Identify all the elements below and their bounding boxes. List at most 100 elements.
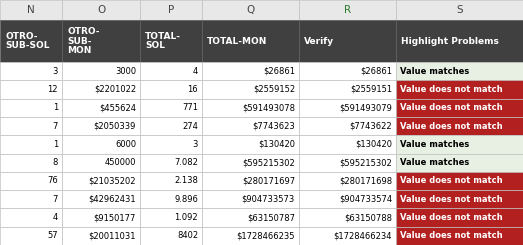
Bar (62, 135, 140, 154)
Text: 771: 771 (182, 103, 198, 112)
Bar (140, 20, 202, 62)
Text: $9150177: $9150177 (94, 213, 136, 222)
Bar (396, 0, 523, 20)
Text: $7743623: $7743623 (252, 122, 295, 131)
Bar (202, 172, 299, 190)
Text: $591493078: $591493078 (242, 103, 295, 112)
Text: 9.896: 9.896 (174, 195, 198, 204)
Bar (202, 227, 299, 245)
Bar (62, 190, 140, 208)
Text: $130420: $130420 (258, 140, 295, 149)
Text: R: R (344, 5, 351, 15)
Bar (396, 98, 523, 117)
Bar (299, 117, 396, 135)
Text: 7.082: 7.082 (174, 158, 198, 167)
Text: OTRO-
SUB-
MON: OTRO- SUB- MON (67, 27, 99, 55)
Bar (299, 190, 396, 208)
Bar (299, 154, 396, 172)
Bar (299, 172, 396, 190)
Bar (140, 190, 202, 208)
Text: Value does not match: Value does not match (400, 176, 503, 185)
Text: 76: 76 (47, 176, 58, 185)
Bar (202, 190, 299, 208)
Bar (396, 172, 523, 190)
Text: 4: 4 (193, 67, 198, 76)
Bar (0, 227, 62, 245)
Bar (0, 208, 62, 227)
Text: TOTAL-MON: TOTAL-MON (207, 37, 267, 46)
Bar (299, 227, 396, 245)
Text: $7743622: $7743622 (349, 122, 392, 131)
Bar (202, 135, 299, 154)
Bar (202, 154, 299, 172)
Bar (202, 0, 299, 20)
Bar (140, 227, 202, 245)
Text: $63150787: $63150787 (247, 213, 295, 222)
Bar (202, 80, 299, 98)
Bar (62, 227, 140, 245)
Bar (0, 135, 62, 154)
Text: 7: 7 (53, 195, 58, 204)
Text: $2559151: $2559151 (350, 85, 392, 94)
Bar (396, 62, 523, 80)
Bar (396, 227, 523, 245)
Bar (140, 80, 202, 98)
Text: 274: 274 (182, 122, 198, 131)
Bar (299, 80, 396, 98)
Bar (299, 62, 396, 80)
Text: $280171698: $280171698 (339, 176, 392, 185)
Text: 7: 7 (53, 122, 58, 131)
Text: 3: 3 (192, 140, 198, 149)
Text: TOTAL-
SOL: TOTAL- SOL (145, 32, 181, 50)
Bar (62, 117, 140, 135)
Bar (140, 117, 202, 135)
Bar (140, 154, 202, 172)
Text: Value does not match: Value does not match (400, 85, 503, 94)
Text: Value matches: Value matches (400, 140, 469, 149)
Text: Value does not match: Value does not match (400, 213, 503, 222)
Text: $2559152: $2559152 (253, 85, 295, 94)
Bar (299, 208, 396, 227)
Text: 1: 1 (53, 103, 58, 112)
Text: $63150788: $63150788 (344, 213, 392, 222)
Bar (396, 208, 523, 227)
Bar (62, 0, 140, 20)
Text: $904733573: $904733573 (242, 195, 295, 204)
Text: $20011031: $20011031 (88, 231, 136, 240)
Text: 8: 8 (53, 158, 58, 167)
Bar (396, 117, 523, 135)
Bar (140, 62, 202, 80)
Text: 4: 4 (53, 213, 58, 222)
Bar (0, 154, 62, 172)
Text: O: O (97, 5, 105, 15)
Text: 3000: 3000 (115, 67, 136, 76)
Bar (396, 154, 523, 172)
Bar (0, 172, 62, 190)
Text: 12: 12 (48, 85, 58, 94)
Bar (396, 80, 523, 98)
Bar (62, 154, 140, 172)
Bar (396, 20, 523, 62)
Text: $1728466234: $1728466234 (334, 231, 392, 240)
Text: $26861: $26861 (263, 67, 295, 76)
Bar (202, 20, 299, 62)
Text: 1.092: 1.092 (174, 213, 198, 222)
Bar (396, 190, 523, 208)
Text: S: S (456, 5, 463, 15)
Text: $280171697: $280171697 (242, 176, 295, 185)
Bar (62, 20, 140, 62)
Text: $595215302: $595215302 (339, 158, 392, 167)
Bar (0, 190, 62, 208)
Bar (0, 98, 62, 117)
Bar (202, 62, 299, 80)
Bar (202, 98, 299, 117)
Text: Value does not match: Value does not match (400, 122, 503, 131)
Text: $455624: $455624 (99, 103, 136, 112)
Bar (0, 0, 62, 20)
Bar (140, 98, 202, 117)
Bar (396, 135, 523, 154)
Text: $2201022: $2201022 (94, 85, 136, 94)
Text: N: N (27, 5, 35, 15)
Text: 1: 1 (53, 140, 58, 149)
Bar (62, 172, 140, 190)
